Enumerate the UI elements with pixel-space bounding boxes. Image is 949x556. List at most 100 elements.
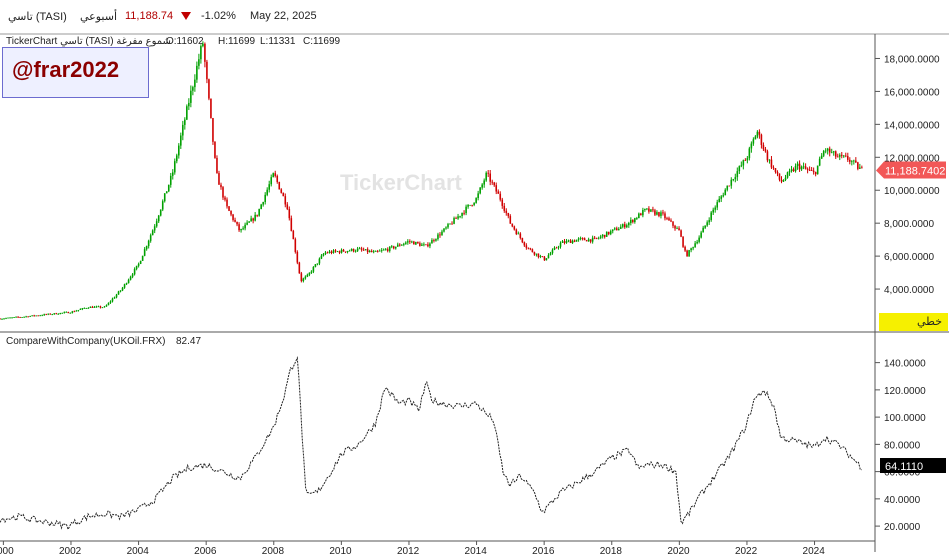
- candle-body: [292, 230, 295, 240]
- candle-body: [180, 135, 182, 146]
- candle-body: [388, 246, 391, 251]
- candle-body: [419, 243, 421, 246]
- candle-body: [461, 212, 463, 216]
- candle-body: [690, 248, 692, 251]
- candle-body: [190, 90, 192, 103]
- candle-body: [780, 179, 783, 182]
- candle-body: [511, 223, 514, 227]
- compare-last-value: 64.1110: [885, 461, 923, 473]
- candle-body: [545, 258, 548, 261]
- candle-body: [252, 218, 254, 221]
- candle-body: [668, 218, 670, 221]
- candle-body: [788, 171, 791, 173]
- time-tick-label: 2018: [600, 546, 623, 556]
- candle-body: [254, 214, 256, 221]
- candle-body: [644, 208, 646, 210]
- candle-body: [565, 240, 568, 243]
- candle-body: [55, 313, 58, 315]
- candle-body: [340, 249, 343, 253]
- candle-body: [656, 212, 658, 215]
- price-tick-label: 18,000.0000: [884, 54, 940, 65]
- candle-body: [730, 179, 733, 186]
- candle-body: [485, 172, 487, 181]
- candle-body: [782, 180, 785, 182]
- candle-body: [830, 152, 833, 154]
- candle-body: [784, 177, 787, 181]
- candle-body: [358, 248, 361, 250]
- candle-body: [332, 250, 335, 254]
- candle-body: [228, 206, 230, 211]
- candle-body: [652, 209, 654, 211]
- candle-body: [481, 184, 483, 188]
- candle-body: [27, 316, 29, 318]
- candle-body: [738, 166, 741, 172]
- candle-body: [284, 196, 287, 205]
- candle-body: [322, 253, 325, 256]
- candle-body: [469, 204, 471, 206]
- candle-body: [601, 234, 604, 237]
- candle-body: [589, 239, 592, 242]
- candle-body: [593, 237, 596, 239]
- candle-body: [184, 119, 186, 125]
- candle-body: [517, 233, 520, 235]
- price-axis: 18,000.0000 16,000.0000 14,000.0000 12,000.…: [875, 54, 940, 296]
- candle-body: [218, 173, 220, 185]
- candle-body: [87, 307, 90, 309]
- candle-body: [447, 224, 449, 228]
- candle-body: [5, 318, 7, 319]
- candle-body: [706, 222, 708, 226]
- candle-body: [75, 310, 78, 312]
- candle-body: [145, 246, 148, 250]
- candle-body: [770, 159, 773, 168]
- candle-body: [334, 250, 337, 252]
- candle-body: [503, 205, 506, 211]
- symbol-label[interactable]: تاسي (TASI): [8, 11, 67, 23]
- chart-canvas[interactable]: TickerChart TickerChart تاسي (TASI) شموع…: [0, 32, 949, 556]
- candle-body: [513, 226, 516, 230]
- candle-body: [125, 283, 128, 285]
- candle-body: [276, 175, 279, 182]
- candle-body: [220, 184, 222, 188]
- candle-body: [712, 209, 714, 213]
- candle-body: [531, 249, 534, 253]
- chart-style-tag[interactable]: خطي: [879, 313, 948, 331]
- price-last-value: 11,188.7402: [885, 165, 945, 177]
- candle-body: [814, 172, 817, 175]
- candle-body: [396, 244, 399, 247]
- candle-body: [240, 229, 242, 231]
- watermark-text: @frar2022: [12, 57, 120, 82]
- candle-body: [824, 150, 827, 152]
- candle-body: [425, 244, 427, 246]
- candle-body: [646, 208, 648, 210]
- candle-body: [726, 185, 729, 190]
- candle-body: [457, 216, 459, 219]
- candle-body: [443, 228, 445, 232]
- candle-body: [541, 256, 544, 258]
- candle-body: [31, 315, 33, 317]
- price-candles: [0, 41, 863, 320]
- compare-current-value: 82.47: [176, 336, 201, 347]
- candle-body: [109, 301, 112, 303]
- candle-body: [95, 306, 98, 308]
- candle-body: [569, 240, 572, 244]
- candle-body: [766, 151, 769, 161]
- candle-body: [326, 252, 329, 254]
- period-label[interactable]: أسبوعي: [80, 11, 118, 23]
- candle-body: [549, 253, 552, 256]
- candle-body: [533, 252, 536, 255]
- compare-tick-label: 120.0000: [884, 386, 926, 397]
- candle-body: [451, 223, 453, 225]
- candle-body: [840, 154, 843, 156]
- candle-body: [607, 231, 610, 235]
- candle-body: [278, 181, 281, 190]
- candle-body: [182, 124, 184, 136]
- candle-body: [348, 250, 351, 252]
- candle-body: [708, 220, 710, 223]
- candle-body: [692, 247, 694, 249]
- candle-body: [99, 306, 102, 308]
- candle-body: [198, 59, 200, 66]
- candle-body: [141, 255, 144, 261]
- candle-body: [398, 244, 401, 246]
- candle-body: [382, 249, 385, 251]
- candle-body: [429, 243, 431, 247]
